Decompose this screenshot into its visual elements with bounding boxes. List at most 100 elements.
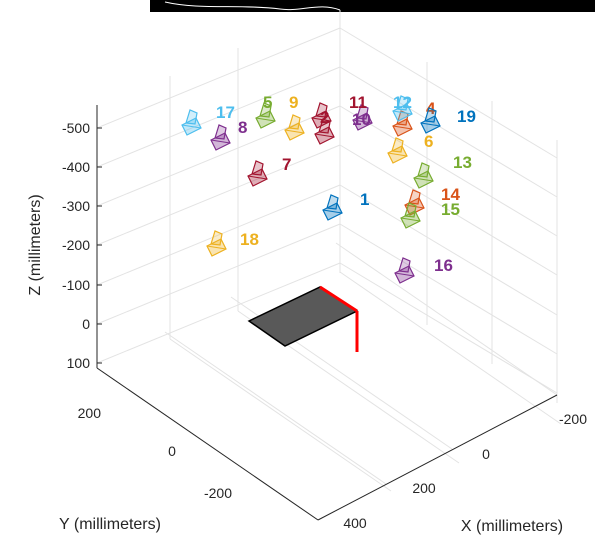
camera-edge: [206, 245, 227, 250]
x-axis-label: X (millimeters): [461, 518, 563, 535]
camera-label: 17: [216, 103, 235, 122]
camera-label: 5: [263, 93, 272, 112]
grid-line: [335, 242, 558, 396]
camera-lens: [408, 189, 421, 205]
z-tick-label: -400: [62, 159, 90, 175]
grid-line: [164, 331, 387, 485]
floor-grid: [96, 242, 562, 521]
camera-lens: [326, 194, 339, 210]
camera-edge: [255, 117, 276, 122]
grid-line: [169, 338, 392, 492]
camera-label: 15: [441, 200, 460, 219]
camera-edge: [413, 177, 434, 182]
camera-edge: [387, 152, 408, 157]
camera-lens: [318, 118, 331, 134]
top-band-curve: [164, 1, 341, 11]
camera-7: 7: [247, 155, 291, 187]
camera-label: 10: [352, 110, 371, 129]
camera-5: 5: [255, 93, 276, 129]
camera-lens: [398, 257, 411, 273]
z-tick-label: 0: [82, 316, 90, 332]
grid-line: [96, 223, 341, 325]
x-tick-label: 200: [412, 480, 436, 496]
camera-lens: [396, 95, 409, 111]
y-tick-label: -200: [204, 485, 232, 501]
z-tick-marks: [97, 127, 102, 364]
camera-edge: [352, 119, 373, 124]
camera-1: 1: [322, 190, 369, 221]
camera-18: 18: [206, 230, 259, 257]
z-tick-label: -100: [62, 277, 90, 293]
back-wall-grid-x: [339, 27, 558, 403]
grid-line: [96, 27, 341, 129]
y-tick-label: 0: [168, 443, 176, 459]
camera-lens: [185, 109, 198, 125]
z-tick-label: -300: [62, 198, 90, 214]
grid-line: [339, 105, 558, 237]
grid-line: [96, 262, 341, 364]
grid-line: [339, 27, 558, 159]
camera-2: 2: [311, 102, 332, 129]
camera-9: 9: [284, 93, 305, 141]
world-origin-axes: [319, 285, 359, 352]
camera-edge: [314, 133, 335, 138]
camera-edge: [420, 122, 441, 127]
camera-lens: [404, 202, 417, 218]
grid-line: [339, 144, 558, 276]
camera-edge: [210, 139, 231, 144]
x-tick-label: 0: [482, 446, 490, 462]
camera-edge: [247, 175, 268, 180]
camera-lens: [396, 110, 409, 126]
back-wall-grid-y: [96, 10, 341, 368]
camera-label: 19: [457, 107, 476, 126]
camera-19: 19: [420, 107, 476, 134]
camera-label: 2: [320, 108, 329, 127]
camera-16: 16: [394, 256, 453, 284]
checkerboard-pattern: [247, 286, 359, 347]
camera-label: 16: [434, 256, 453, 275]
z-tick-label: -500: [62, 120, 90, 136]
camera-edge: [181, 124, 202, 129]
camera-lens: [259, 102, 272, 118]
camera-lens: [288, 114, 301, 130]
camera-17: 17: [181, 103, 235, 136]
origin-x-axis: [319, 285, 358, 313]
y-tick-label: 200: [78, 405, 102, 421]
grid-line: [96, 184, 341, 286]
camera-lens: [424, 107, 437, 123]
x-tick-label: 400: [343, 515, 367, 531]
camera-label: 6: [424, 132, 433, 151]
grid-line: [96, 66, 341, 168]
grid-line: [339, 271, 562, 425]
camera-edge: [394, 272, 415, 277]
camera-lens: [210, 230, 223, 246]
grid-line: [339, 223, 558, 355]
camera-label: 13: [453, 153, 472, 172]
grid-line: [96, 144, 341, 246]
camera-14: 14: [404, 185, 460, 216]
y-axis-label: Y (millimeters): [59, 516, 161, 533]
camera-lens: [391, 137, 404, 153]
camera-lens: [315, 102, 328, 118]
grid-line: [339, 262, 558, 394]
z-tick-label: -200: [62, 237, 90, 253]
camera-label: 14: [441, 185, 460, 204]
camera-12: 12: [392, 93, 413, 122]
camera-11: 11: [314, 93, 367, 145]
z-axis-label: Z (millimeters): [27, 194, 44, 295]
camera-6: 6: [387, 132, 433, 164]
grid-line: [339, 66, 558, 198]
x-axis-line: [317, 394, 558, 521]
top-dark-band: [150, 0, 595, 12]
camera-8: 8: [210, 118, 247, 151]
camera-edge: [400, 217, 421, 222]
camera-15: 15: [400, 200, 460, 229]
camera-lens: [356, 104, 369, 120]
camera-edge: [322, 209, 343, 214]
camera-lens: [251, 160, 264, 176]
camera-label: 8: [238, 118, 247, 137]
camera-label: 12: [393, 93, 412, 112]
